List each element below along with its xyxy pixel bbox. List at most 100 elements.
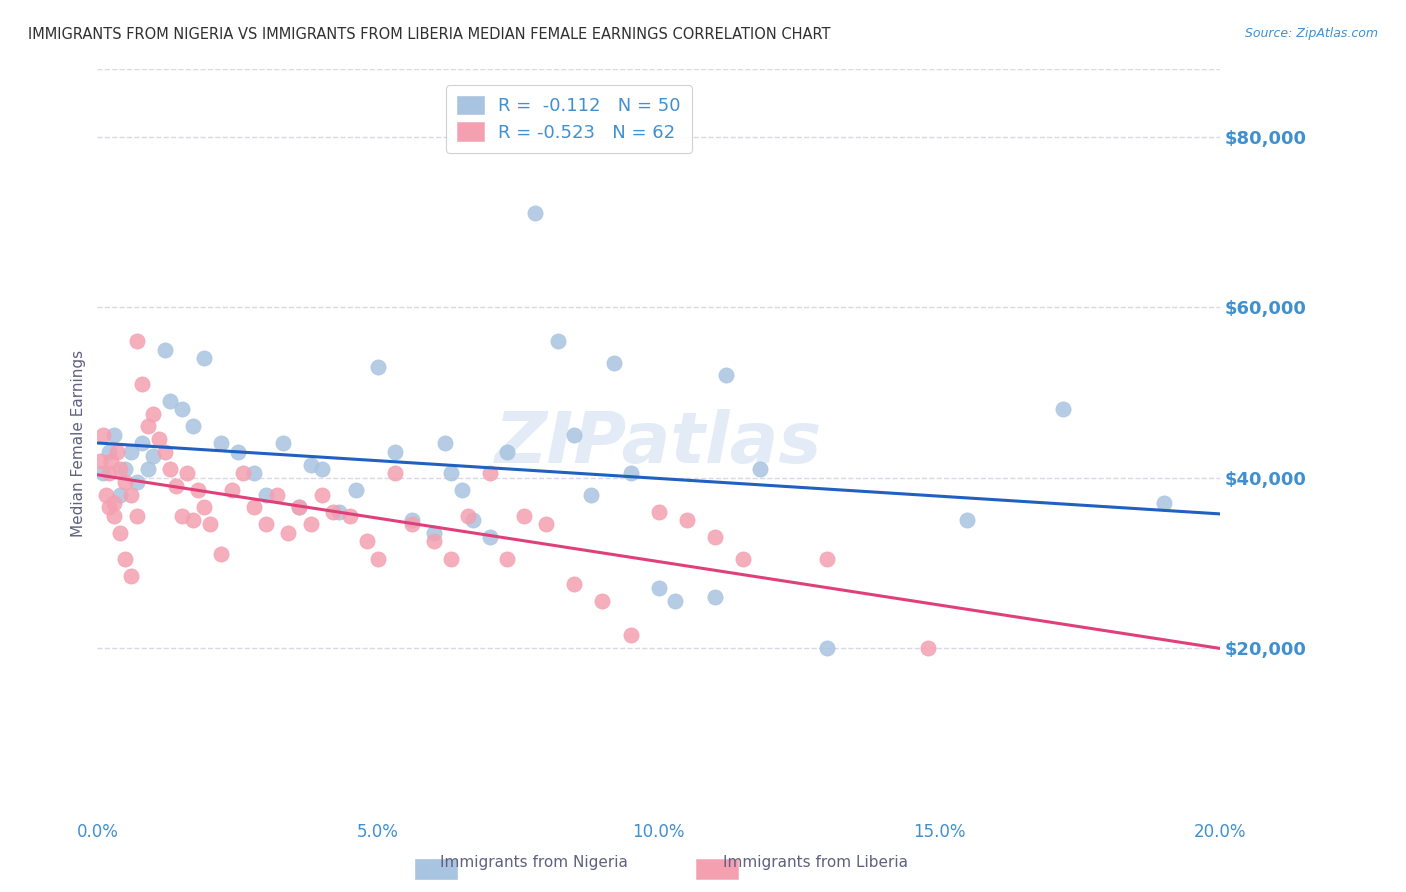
Point	[703, 590, 725, 604]
Point	[299, 517, 322, 532]
Point	[114, 475, 136, 489]
Point	[103, 508, 125, 523]
Point	[94, 488, 117, 502]
Point	[457, 508, 479, 523]
Point	[401, 517, 423, 532]
Point	[356, 534, 378, 549]
Point	[193, 500, 215, 515]
Point	[232, 467, 254, 481]
Point	[97, 500, 120, 515]
Text: Immigrants from Liberia: Immigrants from Liberia	[723, 855, 908, 870]
Point	[142, 450, 165, 464]
Point	[496, 551, 519, 566]
Point	[159, 462, 181, 476]
Point	[815, 640, 838, 655]
Point	[100, 453, 122, 467]
Point	[513, 508, 536, 523]
Point	[440, 467, 463, 481]
Point	[209, 436, 232, 450]
Point	[664, 594, 686, 608]
Point	[434, 436, 457, 450]
Point	[322, 505, 344, 519]
Point	[367, 359, 389, 374]
Point	[703, 530, 725, 544]
Point	[125, 334, 148, 349]
Point	[423, 534, 446, 549]
Point	[271, 436, 294, 450]
Point	[187, 483, 209, 498]
Point	[108, 462, 131, 476]
Legend: R =  -0.112   N = 50, R = -0.523   N = 62: R = -0.112 N = 50, R = -0.523 N = 62	[446, 85, 692, 153]
Point	[153, 445, 176, 459]
Point	[243, 467, 266, 481]
Point	[120, 568, 142, 582]
Point	[1052, 402, 1074, 417]
Point	[367, 551, 389, 566]
Point	[125, 508, 148, 523]
Point	[619, 467, 641, 481]
Point	[479, 530, 502, 544]
Point	[524, 206, 547, 220]
Point	[148, 432, 170, 446]
Point	[956, 513, 979, 527]
Point	[176, 467, 198, 481]
Point	[105, 445, 128, 459]
Point	[299, 458, 322, 472]
Point	[114, 462, 136, 476]
Point	[311, 462, 333, 476]
Point	[288, 500, 311, 515]
Text: Source: ZipAtlas.com: Source: ZipAtlas.com	[1244, 27, 1378, 40]
Point	[675, 513, 697, 527]
Point	[266, 488, 288, 502]
Point	[198, 517, 221, 532]
Text: Immigrants from Nigeria: Immigrants from Nigeria	[440, 855, 628, 870]
Point	[170, 402, 193, 417]
Point	[136, 419, 159, 434]
Point	[339, 508, 361, 523]
Point	[97, 467, 120, 481]
Point	[647, 505, 669, 519]
Point	[226, 445, 249, 459]
Y-axis label: Median Female Earnings: Median Female Earnings	[72, 350, 86, 537]
Point	[125, 475, 148, 489]
Point	[647, 582, 669, 596]
Point	[423, 526, 446, 541]
Point	[136, 462, 159, 476]
Point	[91, 428, 114, 442]
Point	[243, 500, 266, 515]
Point	[153, 343, 176, 357]
Point	[181, 419, 204, 434]
Point	[142, 407, 165, 421]
Point	[547, 334, 569, 349]
Point	[328, 505, 350, 519]
Point	[564, 577, 586, 591]
Point	[89, 453, 111, 467]
Point	[288, 500, 311, 515]
Point	[731, 551, 754, 566]
Point	[181, 513, 204, 527]
Point	[602, 355, 624, 369]
Point	[97, 445, 120, 459]
Point	[254, 488, 277, 502]
Point	[91, 467, 114, 481]
Point	[193, 351, 215, 366]
Point	[579, 488, 602, 502]
Point	[384, 467, 406, 481]
Point	[564, 428, 586, 442]
Point	[108, 526, 131, 541]
Point	[463, 513, 485, 527]
Point	[815, 551, 838, 566]
Point	[440, 551, 463, 566]
Point	[120, 445, 142, 459]
Point	[479, 467, 502, 481]
Point	[591, 594, 613, 608]
Point	[384, 445, 406, 459]
Point	[748, 462, 770, 476]
Point	[277, 526, 299, 541]
Point	[496, 445, 519, 459]
Point	[344, 483, 367, 498]
Point	[536, 517, 558, 532]
Point	[103, 496, 125, 510]
Point	[311, 488, 333, 502]
Point	[165, 479, 187, 493]
